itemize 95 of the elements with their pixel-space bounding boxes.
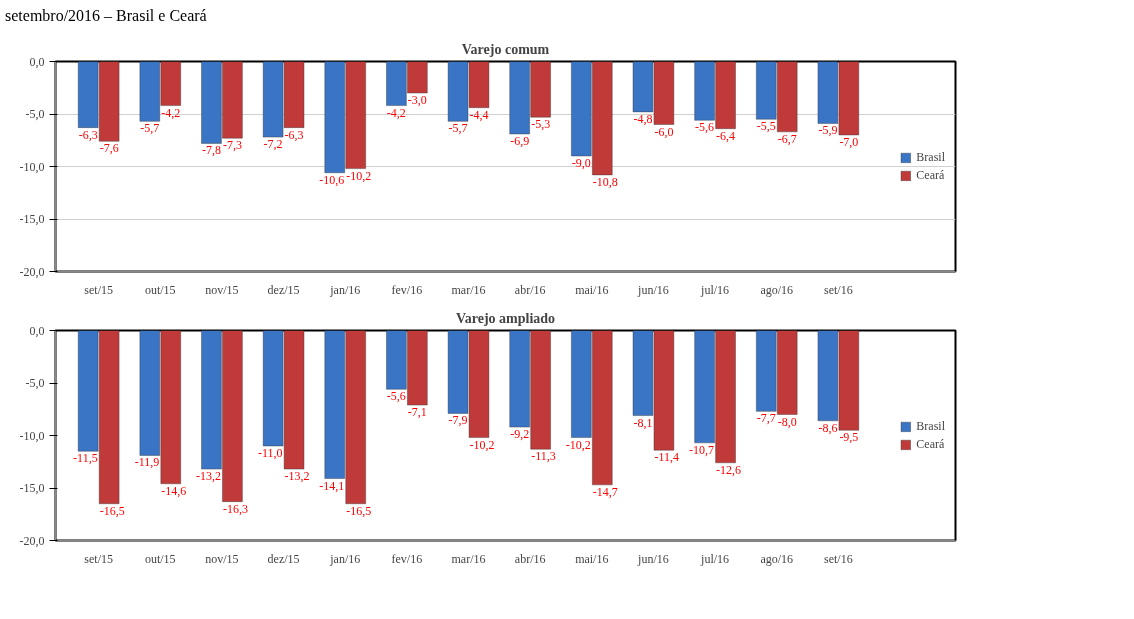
data-label: -7,6: [99, 141, 119, 156]
data-label: -10,2: [565, 437, 591, 452]
data-label: -5,6: [695, 120, 715, 135]
y-tick-label: -15,0: [19, 212, 45, 226]
x-tick-label: nov/15: [205, 551, 239, 566]
data-label: -7,7: [756, 411, 776, 426]
x-tick-label: abr/16: [514, 282, 546, 297]
x-tick-label: jul/16: [700, 551, 730, 566]
x-tick-label: dez/15: [267, 282, 300, 297]
data-label: -8,1: [633, 415, 653, 430]
data-label: -4,2: [161, 105, 181, 120]
data-label: -10,2: [346, 168, 372, 183]
x-tick-label: set/15: [84, 282, 113, 297]
x-tick-label: abr/16: [514, 551, 546, 566]
x-tick-label: jan/16: [329, 551, 361, 566]
data-label: -6,7: [777, 131, 797, 146]
data-label: -7,3: [222, 138, 242, 153]
data-label: -5,7: [140, 121, 160, 136]
data-label: -3,0: [407, 93, 427, 107]
chart-title: Varejo ampliado: [455, 310, 556, 326]
y-tick-label: 0,0: [29, 323, 45, 338]
text: setembro/2016 – Brasil e Ceará: [5, 6, 207, 26]
data-label: -5,6: [386, 389, 406, 404]
data-label: -9,5: [839, 430, 859, 445]
data-label: -11,9: [134, 455, 160, 470]
data-label: -7,0: [839, 135, 859, 149]
data-label: -6,9: [510, 133, 530, 148]
x-tick-label: mai/16: [575, 551, 609, 566]
data-label: -7,9: [448, 413, 468, 428]
data-label: -10,7: [689, 442, 715, 457]
data-label: -5,5: [756, 119, 776, 134]
x-tick-label: mar/16: [451, 282, 486, 297]
data-label: -6,4: [716, 128, 736, 143]
data-label: -4,8: [633, 111, 653, 126]
y-tick-label: -10,0: [19, 159, 45, 174]
data-label: -4,4: [469, 107, 489, 122]
legend-label: Ceará: [916, 436, 945, 452]
x-tick-label: set/16: [824, 551, 853, 566]
x-tick-label: jan/16: [329, 282, 361, 297]
y-tick-label: -20,0: [19, 264, 45, 279]
data-label: -13,2: [284, 469, 310, 484]
x-tick-label: mai/16: [575, 282, 609, 297]
y-tick-label: -15,0: [19, 481, 45, 495]
data-label: -16,3: [222, 501, 248, 516]
data-label: -6,3: [284, 127, 304, 142]
data-label: -14,6: [161, 483, 187, 498]
y-tick-label: -20,0: [19, 533, 45, 548]
legend-label: Brasil: [916, 418, 945, 434]
data-label: -14,7: [592, 484, 618, 499]
data-label: -5,9: [818, 123, 838, 138]
x-tick-label: jun/16: [637, 551, 669, 566]
data-label: -9,0: [571, 156, 591, 170]
data-label: -10,6: [319, 172, 345, 187]
data-label: -4,2: [386, 105, 406, 120]
data-label: -6,0: [654, 124, 674, 139]
legend-label: Ceará: [916, 167, 945, 183]
x-tick-label: mar/16: [451, 551, 486, 566]
x-tick-label: jul/16: [700, 282, 730, 297]
data-label: -16,5: [99, 503, 125, 518]
y-tick-label: 0,0: [29, 54, 45, 69]
x-tick-label: dez/15: [267, 551, 300, 566]
data-label: -12,6: [716, 462, 742, 477]
data-label: -9,2: [510, 427, 530, 442]
data-label: -10,2: [469, 437, 495, 452]
data-label: -5,3: [531, 117, 551, 132]
y-tick-label: -10,0: [19, 428, 45, 443]
data-label: -8,6: [818, 420, 838, 435]
data-label: -10,8: [592, 174, 618, 189]
x-tick-label: fev/16: [391, 551, 423, 566]
data-label: -13,2: [195, 469, 221, 484]
legend-label: Brasil: [916, 149, 945, 165]
x-tick-label: set/15: [84, 551, 113, 566]
data-label: -14,1: [319, 478, 345, 493]
x-tick-label: ago/16: [760, 551, 794, 566]
x-tick-label: fev/16: [391, 282, 423, 297]
data-label: -11,3: [531, 449, 556, 464]
data-label: -11,5: [73, 451, 98, 466]
data-label: -7,2: [263, 137, 283, 152]
x-tick-label: out/15: [144, 551, 176, 566]
y-tick-label: -5,0: [25, 376, 45, 390]
data-label: -5,7: [448, 121, 468, 136]
x-tick-label: set/16: [824, 282, 853, 297]
x-tick-label: out/15: [144, 282, 176, 297]
data-label: -8,0: [777, 414, 797, 429]
x-tick-label: ago/16: [760, 282, 794, 297]
data-label: -16,5: [346, 503, 372, 518]
x-tick-label: jun/16: [637, 282, 669, 297]
y-tick-label: -5,0: [25, 107, 45, 121]
data-label: -7,1: [407, 405, 427, 420]
data-label: -11,0: [258, 446, 283, 460]
data-label: -6,3: [78, 127, 98, 142]
chart-title: Varejo comum: [461, 41, 550, 57]
data-label: -11,4: [654, 450, 680, 465]
data-label: -7,8: [201, 143, 221, 158]
x-tick-label: nov/15: [205, 282, 239, 297]
